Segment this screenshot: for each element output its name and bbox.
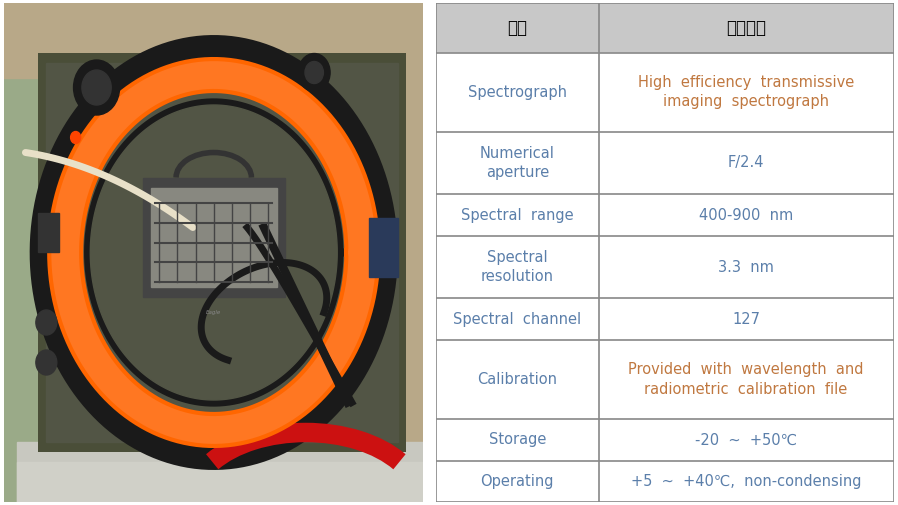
Circle shape	[36, 350, 57, 375]
Bar	[368, 218, 398, 277]
Bar	[4, 3, 38, 502]
Text: Spectral  channel: Spectral channel	[453, 312, 581, 327]
Text: 3.3  nm: 3.3 nm	[718, 260, 774, 275]
Text: 127: 127	[732, 312, 760, 327]
Text: F/2.4: F/2.4	[727, 156, 764, 170]
Bar	[47, 63, 398, 442]
Circle shape	[36, 310, 57, 335]
Bar	[436, 340, 894, 419]
FancyBboxPatch shape	[143, 178, 285, 297]
Bar	[436, 298, 894, 340]
Text: Calibration: Calibration	[478, 372, 558, 387]
Text: +5  ~  +40℃,  non-condensing: +5 ~ +40℃, non-condensing	[630, 474, 861, 489]
Polygon shape	[91, 105, 338, 400]
Text: -20  ~  +50℃: -20 ~ +50℃	[695, 432, 797, 447]
Circle shape	[298, 54, 330, 91]
Text: Provided  with  wavelength  and
radiometric  calibration  file: Provided with wavelength and radiometric…	[629, 362, 864, 397]
Text: 세부사항: 세부사항	[726, 19, 766, 36]
Bar	[436, 236, 894, 298]
Bar	[436, 132, 894, 194]
Bar	[4, 3, 423, 77]
Text: Spectral  range: Spectral range	[461, 208, 574, 223]
Text: Spectral
resolution: Spectral resolution	[480, 249, 554, 284]
Text: Numerical
aperture: Numerical aperture	[480, 145, 555, 180]
Bar	[436, 419, 894, 461]
Bar	[38, 213, 59, 252]
FancyBboxPatch shape	[151, 187, 277, 287]
Bar	[17, 463, 423, 502]
Circle shape	[305, 62, 323, 83]
Bar	[38, 53, 406, 452]
Bar	[598, 3, 894, 53]
Circle shape	[82, 70, 111, 105]
Circle shape	[74, 60, 119, 115]
Text: Spectrograph: Spectrograph	[468, 85, 567, 99]
Text: Operating: Operating	[480, 474, 554, 489]
Bar	[17, 442, 423, 502]
Text: 항목: 항목	[507, 19, 527, 36]
Text: Storage: Storage	[489, 432, 546, 447]
Bar	[436, 194, 894, 236]
Bar	[436, 3, 598, 53]
Bar	[436, 53, 894, 132]
Circle shape	[71, 131, 81, 143]
Text: 400-900  nm: 400-900 nm	[699, 208, 793, 223]
Text: High  efficiency  transmissive
imaging  spectrograph: High efficiency transmissive imaging spe…	[638, 75, 854, 110]
Bar	[436, 461, 894, 502]
Text: Eagle: Eagle	[207, 310, 222, 315]
